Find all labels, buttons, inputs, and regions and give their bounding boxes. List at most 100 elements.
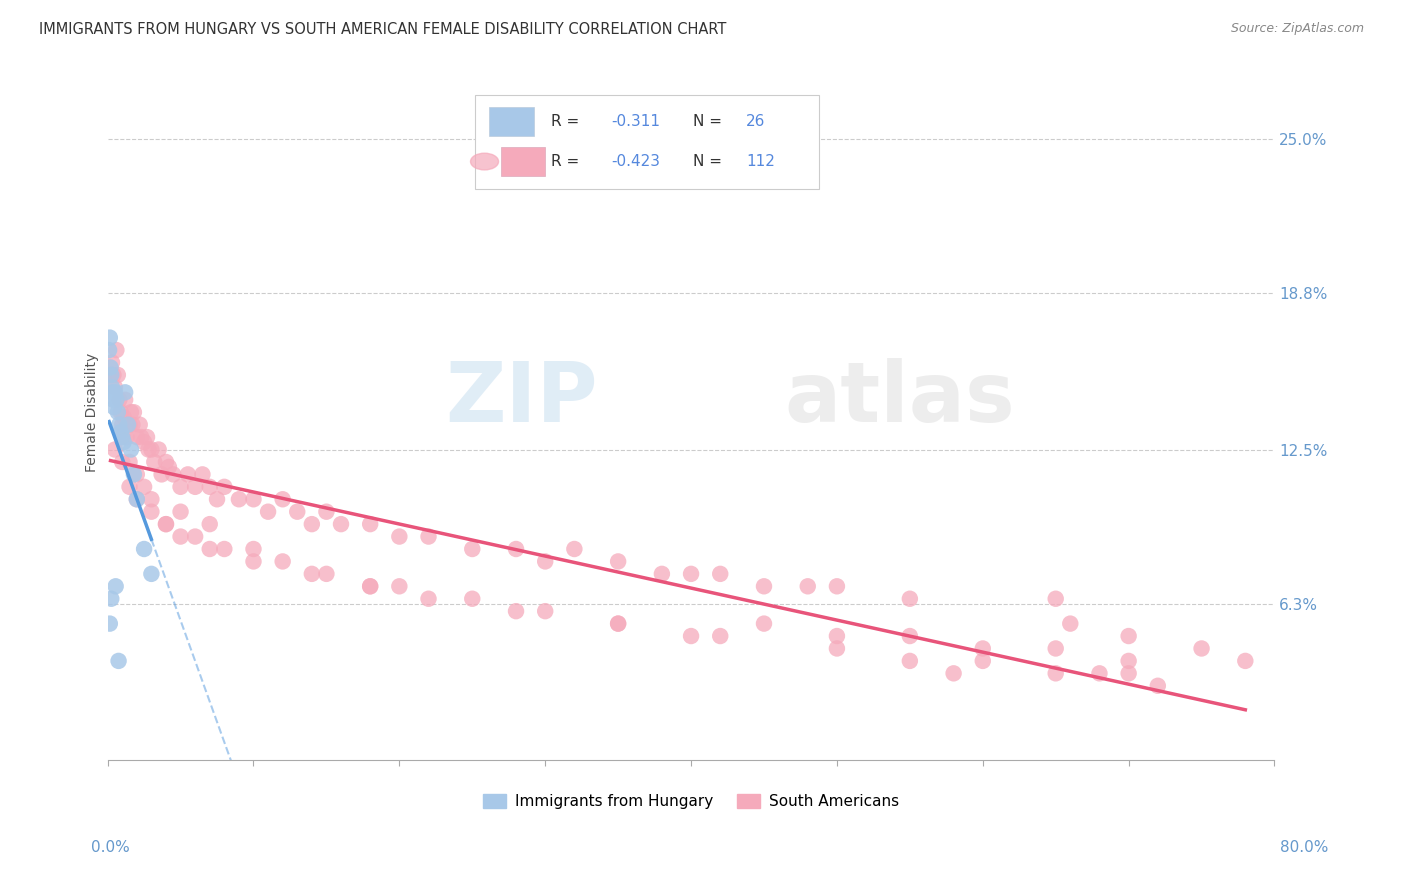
Point: [108, 392, 131, 407]
Point: [651, 566, 673, 581]
Point: [155, 517, 177, 532]
Point: [122, 405, 145, 419]
Point: [198, 480, 221, 494]
Point: [972, 641, 994, 656]
Point: [242, 554, 264, 568]
Point: [461, 541, 484, 556]
Point: [112, 410, 135, 425]
Point: [100, 368, 122, 382]
Point: [120, 405, 142, 419]
Point: [111, 455, 134, 469]
Point: [330, 517, 353, 532]
Point: [1118, 654, 1140, 668]
Point: [118, 455, 141, 469]
Point: [1045, 666, 1067, 681]
Point: [141, 492, 163, 507]
Text: N =: N =: [693, 154, 727, 169]
Point: [150, 467, 173, 482]
Point: [157, 459, 180, 474]
Point: [141, 505, 163, 519]
Point: [114, 392, 136, 407]
Point: [111, 430, 134, 444]
Point: [103, 401, 125, 415]
Point: [138, 442, 160, 457]
Point: [301, 566, 323, 581]
Text: 0.0%: 0.0%: [91, 840, 131, 855]
Point: [825, 579, 848, 593]
Point: [1118, 666, 1140, 681]
Text: atlas: atlas: [785, 358, 1015, 439]
Point: [104, 385, 127, 400]
Point: [228, 492, 250, 507]
Point: [315, 566, 337, 581]
Point: [118, 480, 141, 494]
Point: [98, 343, 121, 357]
Point: [104, 380, 127, 394]
Point: [128, 417, 150, 432]
Legend: Immigrants from Hungary, South Americans: Immigrants from Hungary, South Americans: [477, 789, 905, 815]
Point: [534, 554, 557, 568]
Point: [1045, 591, 1067, 606]
Point: [110, 425, 132, 439]
Point: [169, 505, 191, 519]
Point: [198, 517, 221, 532]
Point: [205, 492, 228, 507]
Point: [242, 541, 264, 556]
FancyBboxPatch shape: [489, 107, 533, 136]
Point: [110, 405, 132, 419]
Point: [132, 541, 155, 556]
Point: [388, 579, 411, 593]
Text: IMMIGRANTS FROM HUNGARY VS SOUTH AMERICAN FEMALE DISABILITY CORRELATION CHART: IMMIGRANTS FROM HUNGARY VS SOUTH AMERICA…: [39, 22, 727, 37]
Point: [1045, 641, 1067, 656]
Text: -0.423: -0.423: [612, 154, 661, 169]
Point: [359, 517, 381, 532]
Point: [108, 417, 131, 432]
Point: [121, 417, 143, 432]
Point: [607, 554, 630, 568]
Text: R =: R =: [551, 154, 583, 169]
Point: [100, 591, 122, 606]
Point: [388, 530, 411, 544]
Point: [1059, 616, 1081, 631]
FancyBboxPatch shape: [475, 95, 820, 189]
Point: [98, 330, 121, 344]
Point: [681, 566, 703, 581]
Point: [162, 467, 184, 482]
Point: [709, 566, 731, 581]
Point: [681, 629, 703, 643]
Point: [214, 541, 236, 556]
Point: [122, 467, 145, 482]
Y-axis label: Female Disability: Female Disability: [86, 352, 100, 472]
Point: [505, 541, 527, 556]
Point: [98, 616, 121, 631]
Point: [898, 629, 921, 643]
Point: [141, 442, 163, 457]
Point: [111, 430, 134, 444]
Point: [104, 579, 127, 593]
Point: [169, 530, 191, 544]
Point: [129, 430, 152, 444]
Point: [1234, 654, 1257, 668]
Point: [1146, 679, 1168, 693]
Point: [972, 654, 994, 668]
Point: [505, 604, 527, 618]
Point: [132, 480, 155, 494]
Point: [359, 579, 381, 593]
Point: [942, 666, 965, 681]
Point: [107, 368, 129, 382]
Point: [1191, 641, 1213, 656]
Point: [155, 455, 177, 469]
Point: [169, 480, 191, 494]
Point: [125, 430, 148, 444]
Text: 112: 112: [747, 154, 775, 169]
Point: [285, 505, 308, 519]
Point: [143, 455, 166, 469]
Point: [1088, 666, 1111, 681]
Point: [125, 467, 148, 482]
Point: [709, 629, 731, 643]
Point: [271, 492, 294, 507]
Point: [125, 492, 148, 507]
Point: [184, 530, 207, 544]
Point: [1118, 629, 1140, 643]
Point: [112, 435, 135, 450]
